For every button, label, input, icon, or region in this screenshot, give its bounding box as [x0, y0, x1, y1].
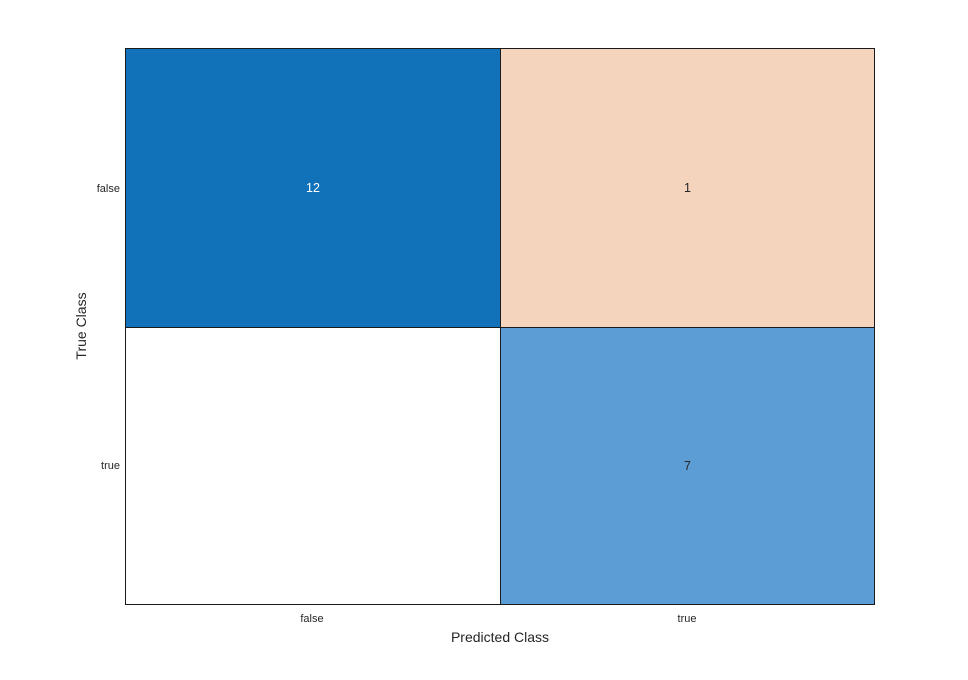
xtick-label-true: true — [677, 613, 697, 625]
matrix-cell-true-false-pred-false: 12 — [126, 49, 500, 327]
matrix-cell-true-true-pred-false — [126, 328, 500, 604]
grid-divider-vertical — [500, 49, 501, 604]
matrix-cell-true-true-pred-true: 7 — [501, 328, 874, 604]
matrix-cell-true-false-pred-true: 1 — [501, 49, 874, 327]
ytick-label-true: true — [101, 460, 120, 472]
xtick-label-false: false — [300, 613, 324, 625]
y-axis-label: True Class — [73, 292, 89, 360]
ytick-label-false: false — [96, 183, 120, 195]
confusion-matrix-plot-area: 12 1 7 — [125, 48, 875, 605]
grid-divider-horizontal — [126, 327, 874, 328]
x-axis-label: Predicted Class — [450, 629, 550, 645]
